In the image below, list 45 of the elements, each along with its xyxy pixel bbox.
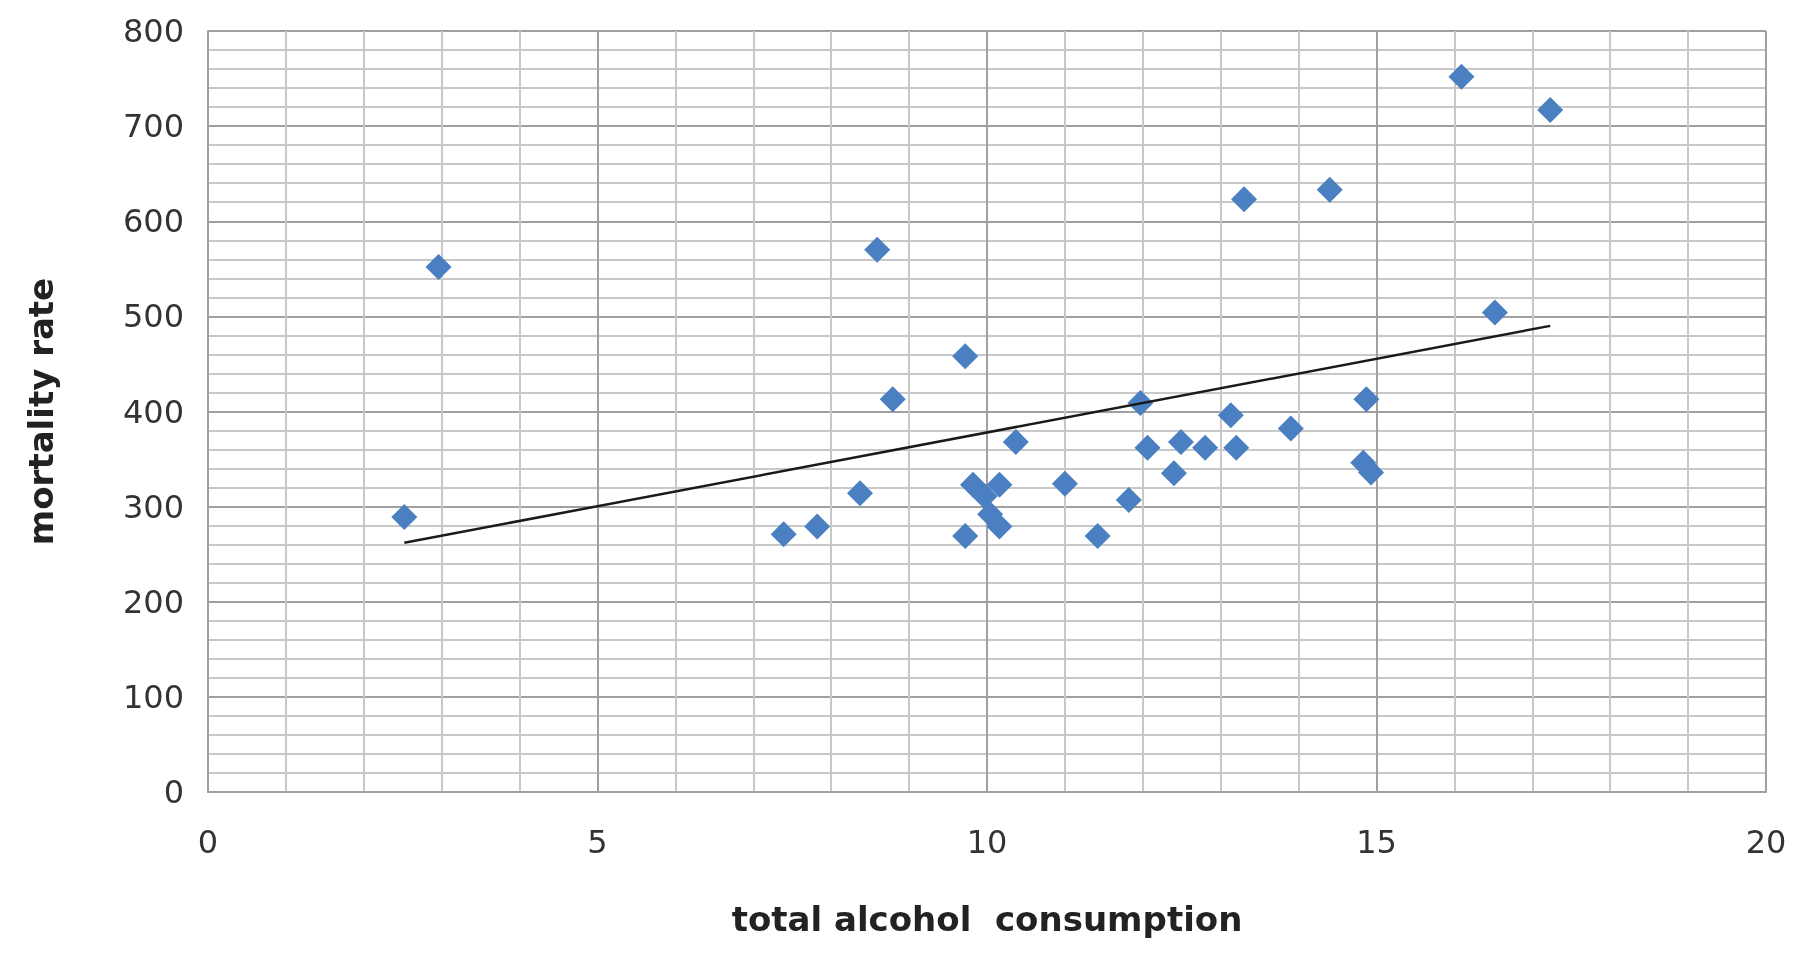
point (952, 343, 979, 370)
y-tick-label: 200 (122, 582, 184, 621)
point (986, 471, 1013, 498)
y-tick-label: 0 (163, 773, 184, 811)
point (1192, 434, 1219, 461)
point (1316, 176, 1343, 203)
point (1167, 428, 1194, 455)
y-tick-label: 100 (122, 677, 184, 716)
point (1002, 428, 1029, 455)
point (1223, 434, 1250, 461)
point (1160, 460, 1187, 487)
point (986, 513, 1013, 540)
point (1231, 186, 1258, 213)
point (847, 480, 874, 507)
point (1115, 486, 1142, 513)
point (1134, 434, 1161, 461)
point (770, 521, 797, 548)
x-tick-label: 5 (587, 823, 608, 861)
point (1277, 415, 1304, 442)
point (425, 253, 452, 280)
point (804, 513, 831, 540)
y-tick-label: 600 (122, 202, 184, 241)
x-axis-title: total alcohol consumption (731, 899, 1243, 939)
point (1084, 523, 1111, 550)
x-tick-label: 0 (197, 823, 219, 861)
y-tick-label: 700 (122, 107, 184, 146)
x-tick-label: 20 (1745, 823, 1787, 861)
x-tick-label: 10 (966, 823, 1008, 861)
y-axis-title: mortality rate (21, 277, 61, 546)
y-tick-label: 800 (122, 12, 184, 50)
point (1537, 96, 1564, 123)
point (1353, 386, 1380, 413)
point (391, 504, 418, 531)
point (971, 483, 998, 510)
point (952, 523, 979, 550)
y-tick-label: 300 (122, 487, 184, 526)
point (1051, 470, 1078, 497)
point (864, 236, 891, 263)
point (1448, 63, 1475, 90)
x-tick-label: 15 (1356, 823, 1397, 861)
point (879, 386, 906, 413)
y-tick-label: 400 (122, 392, 184, 431)
point (1217, 402, 1244, 429)
point (1481, 299, 1508, 326)
y-tick-label: 500 (122, 297, 184, 336)
